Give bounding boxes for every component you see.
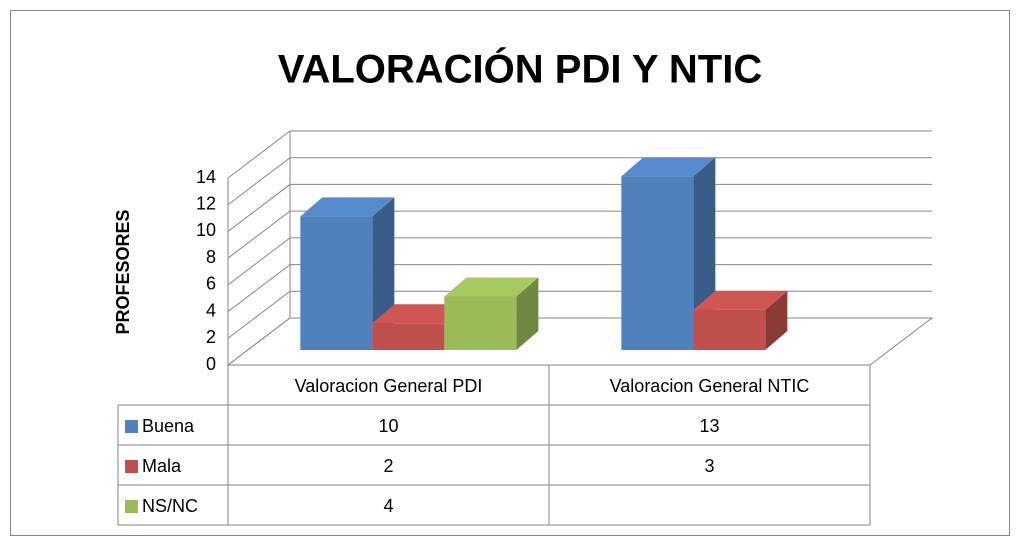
bar <box>444 277 539 350</box>
table-value: 3 <box>704 456 714 476</box>
grid-line <box>227 264 932 312</box>
bar-front <box>693 309 766 350</box>
y-tick-label: 8 <box>206 247 216 267</box>
legend-label: Buena <box>142 416 195 436</box>
bar-front <box>300 216 373 350</box>
bar-front <box>621 176 694 350</box>
bar <box>693 290 788 350</box>
y-tick-label: 12 <box>196 193 216 213</box>
table-value: 13 <box>699 416 719 436</box>
y-tick-label: 2 <box>206 327 216 347</box>
x-tick-label: Valoracion General PDI <box>295 376 483 396</box>
y-tick-label: 6 <box>206 274 216 294</box>
bar-front <box>444 296 517 350</box>
legend-swatch <box>125 460 138 473</box>
y-tick-label: 0 <box>206 354 216 374</box>
bar-front <box>372 323 445 350</box>
table-value: 4 <box>383 496 393 516</box>
bar-top <box>621 157 716 177</box>
chart-title: VALORACIÓN PDI Y NTIC <box>278 46 763 92</box>
y-axis-label: PROFESORES <box>113 209 133 334</box>
legend-swatch <box>125 500 138 513</box>
y-tick-label: 4 <box>206 300 216 320</box>
bar-side <box>516 277 539 350</box>
chart-border <box>10 10 1010 536</box>
grid-line <box>227 237 932 286</box>
y-tick-label: 10 <box>196 220 216 240</box>
bar-side <box>765 290 788 350</box>
table-value: 2 <box>383 456 393 476</box>
grid-line <box>227 210 932 259</box>
grid-line <box>227 183 932 232</box>
table-value: 10 <box>378 416 398 436</box>
bar <box>300 197 395 350</box>
bar-top <box>444 277 539 297</box>
legend-label: Mala <box>142 456 182 476</box>
x-tick-label: Valoracion General NTIC <box>610 376 810 396</box>
legend-swatch <box>125 420 138 433</box>
y-tick-label: 14 <box>196 167 216 187</box>
grid-line <box>227 157 932 206</box>
bar-top <box>300 197 395 217</box>
bar-top <box>372 304 467 324</box>
grid-line <box>227 130 932 179</box>
legend-label: NS/NC <box>142 496 198 516</box>
bar-top <box>693 290 788 310</box>
